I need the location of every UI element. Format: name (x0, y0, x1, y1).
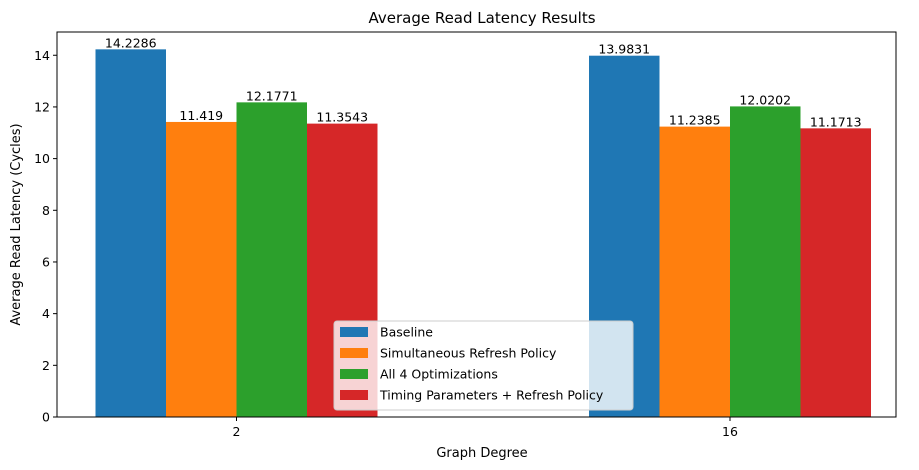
bar-value-label: 13.9831 (598, 42, 650, 57)
plot-frame (56, 31, 897, 418)
bar-1-3 (800, 128, 871, 417)
legend-swatch (340, 390, 368, 400)
bar-value-label: 12.0202 (739, 92, 791, 107)
bar-0-0 (95, 49, 166, 417)
bar-value-label: 11.1713 (810, 114, 862, 129)
bar-0-1 (166, 121, 237, 417)
legend-label: All 4 Optimizations (380, 367, 498, 382)
bar-labels-group: 14.2286 13.9831 11.419 11.2385 12.1771 12.020… (105, 35, 862, 129)
legend-box (333, 320, 634, 411)
bar-value-label: 12.1771 (246, 88, 298, 103)
y-axis-ticks: 0 2 4 6 8 10 12 14 (34, 48, 57, 425)
legend-label: Baseline (380, 325, 433, 340)
legend-swatch (340, 369, 368, 379)
y-tick-label: 0 (42, 410, 50, 425)
y-tick-label: 2 (42, 358, 50, 373)
legend-label: Timing Parameters + Refresh Policy (379, 388, 604, 403)
x-axis-label: Graph Degree (436, 446, 527, 461)
y-tick-label: 10 (34, 151, 50, 166)
bar-1-2 (730, 106, 801, 417)
legend-swatch (340, 348, 368, 358)
x-axis-ticks: 2 16 (233, 417, 738, 439)
legend-label: Simultaneous Refresh Policy (380, 346, 557, 361)
y-tick-label: 4 (42, 306, 50, 321)
y-tick-label: 8 (42, 203, 50, 218)
bar-value-label: 11.3543 (316, 110, 368, 125)
bar-value-label: 11.419 (179, 108, 223, 123)
bar-0-2 (236, 102, 307, 417)
legend-swatch (340, 327, 368, 337)
bar-value-label: 14.2286 (105, 35, 157, 50)
x-tick-label: 2 (233, 424, 241, 439)
legend: Baseline Simultaneous Refresh Policy All 4… (333, 320, 634, 411)
y-tick-label: 14 (34, 48, 50, 63)
bar-1-1 (659, 126, 730, 418)
y-axis-label: Average Read Latency (Cycles) (9, 123, 24, 325)
bars-group (95, 49, 871, 418)
x-tick-label: 16 (722, 424, 738, 439)
bar-value-label: 11.2385 (669, 113, 721, 128)
chart-title: Average Read Latency Results (368, 9, 595, 27)
y-tick-label: 6 (42, 254, 50, 269)
y-tick-label: 12 (34, 99, 50, 114)
